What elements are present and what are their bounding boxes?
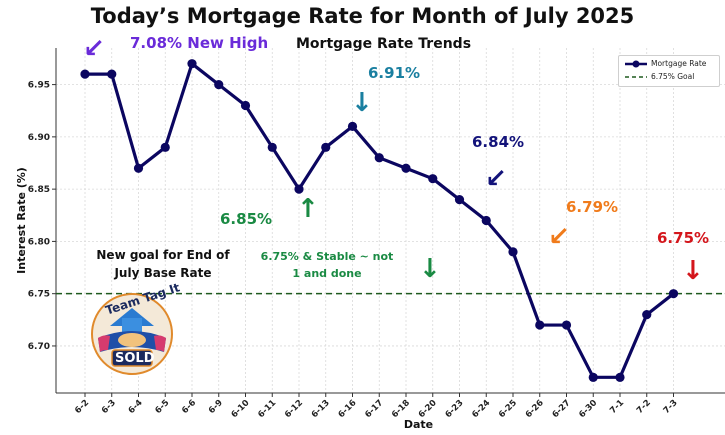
data-point bbox=[214, 79, 224, 90]
x-tick-label: 6-18 bbox=[390, 398, 412, 420]
legend-label-goal: 6.75% Goal bbox=[651, 72, 695, 81]
data-point bbox=[133, 163, 144, 173]
data-point bbox=[240, 100, 251, 111]
data-point bbox=[267, 142, 277, 152]
legend-swatch-goal bbox=[625, 73, 647, 81]
data-point bbox=[187, 59, 197, 69]
x-tick-label: 6-2 bbox=[73, 398, 91, 416]
x-tick-label: 6-5 bbox=[153, 398, 171, 416]
data-point bbox=[668, 289, 679, 299]
x-tick-label: 6-24 bbox=[470, 398, 492, 420]
x-tick-label: 6-30 bbox=[577, 398, 599, 420]
x-tick-label: 6-27 bbox=[551, 398, 573, 420]
arrow-down-left-icon: ↙ bbox=[83, 34, 105, 64]
chart-title: Today’s Mortgage Rate for Month of July … bbox=[90, 4, 635, 28]
team-tag-it-logo: Team Tag It SOLD bbox=[84, 280, 181, 382]
data-point bbox=[160, 142, 170, 152]
arrow-down-icon: ↓ bbox=[351, 88, 373, 118]
data-point bbox=[508, 247, 518, 257]
x-tick-label: 6-9 bbox=[207, 398, 225, 416]
legend-swatch-rate bbox=[625, 60, 647, 68]
data-point bbox=[615, 372, 625, 382]
data-point bbox=[107, 69, 117, 79]
legend: Mortgage Rate 6.75% Goal bbox=[618, 55, 720, 87]
goal-note-line1: New goal for End of bbox=[96, 248, 230, 262]
data-point bbox=[347, 121, 358, 132]
data-point bbox=[454, 194, 465, 205]
data-point bbox=[588, 372, 598, 382]
stable-note-line2: 1 and done bbox=[292, 267, 362, 280]
annotation-691: 6.91% bbox=[368, 64, 421, 82]
x-tick-label: 6-26 bbox=[524, 398, 546, 420]
x-tick-label: 6-12 bbox=[283, 398, 305, 420]
x-tick-label: 6-10 bbox=[230, 398, 252, 420]
x-tick-label: 6-4 bbox=[127, 398, 145, 416]
x-tick-label: 7-3 bbox=[662, 398, 680, 416]
data-point bbox=[374, 153, 384, 163]
legend-item-goal: 6.75% Goal bbox=[625, 72, 694, 81]
x-tick-label: 7-1 bbox=[608, 398, 626, 416]
x-axis-label: Date bbox=[404, 418, 433, 431]
arrow-down-icon: ↓ bbox=[419, 254, 441, 284]
y-tick-label: 6.75 bbox=[28, 290, 50, 300]
x-tick-label: 6-20 bbox=[417, 398, 439, 420]
arrow-down-icon: ↓ bbox=[682, 256, 704, 286]
data-point bbox=[401, 163, 411, 173]
data-point bbox=[428, 174, 438, 184]
annotation-new-high: 7.08% New High bbox=[130, 34, 269, 52]
goal-note-line2: July Base Rate bbox=[114, 266, 212, 280]
y-tick-label: 6.80 bbox=[28, 237, 50, 247]
y-tick-label: 6.90 bbox=[28, 133, 50, 143]
x-tick-label: 6-3 bbox=[100, 398, 118, 416]
arrow-down-left-icon: ↙ bbox=[485, 164, 507, 194]
y-tick-label: 6.70 bbox=[28, 342, 50, 352]
data-point bbox=[294, 184, 304, 194]
data-point bbox=[481, 215, 491, 226]
stable-note: 6.75% & Stable ~ not 1 and done bbox=[252, 250, 402, 280]
legend-item-rate: Mortgage Rate bbox=[625, 59, 706, 68]
x-tick-label: 6-23 bbox=[444, 398, 466, 420]
arrow-down-left-icon: ↙ bbox=[548, 222, 570, 252]
y-tick-label: 6.85 bbox=[28, 185, 50, 195]
y-tick-label: 6.95 bbox=[28, 81, 50, 91]
data-point bbox=[642, 309, 652, 320]
annotation-684: 6.84% bbox=[472, 133, 525, 151]
data-point bbox=[561, 320, 572, 330]
x-tick-label: 6-25 bbox=[497, 398, 519, 420]
goal-note: New goal for End of July Base Rate bbox=[88, 248, 238, 280]
x-tick-label: 6-17 bbox=[363, 398, 385, 420]
annotation-679: 6.79% bbox=[566, 198, 619, 216]
x-tick-label: 6-16 bbox=[337, 398, 359, 420]
logo-text-sold: SOLD bbox=[115, 351, 155, 366]
data-point bbox=[321, 142, 331, 152]
legend-label-rate: Mortgage Rate bbox=[651, 59, 707, 68]
x-tick-label: 7-2 bbox=[635, 398, 653, 416]
annotation-675: 6.75% bbox=[657, 229, 710, 247]
stable-note-line1: 6.75% & Stable ~ not bbox=[260, 250, 394, 263]
x-tick-label: 6-11 bbox=[256, 398, 278, 420]
x-tick-label: 6-13 bbox=[310, 398, 332, 420]
y-axis-label: Interest Rate (%) bbox=[15, 167, 28, 274]
x-tick-label: 6-6 bbox=[180, 398, 198, 416]
arrow-up-icon: ↑ bbox=[297, 194, 319, 224]
data-point bbox=[80, 69, 90, 79]
data-point bbox=[535, 320, 545, 330]
annotation-685: 6.85% bbox=[220, 210, 273, 228]
chart-subtitle: Mortgage Rate Trends bbox=[296, 36, 472, 52]
